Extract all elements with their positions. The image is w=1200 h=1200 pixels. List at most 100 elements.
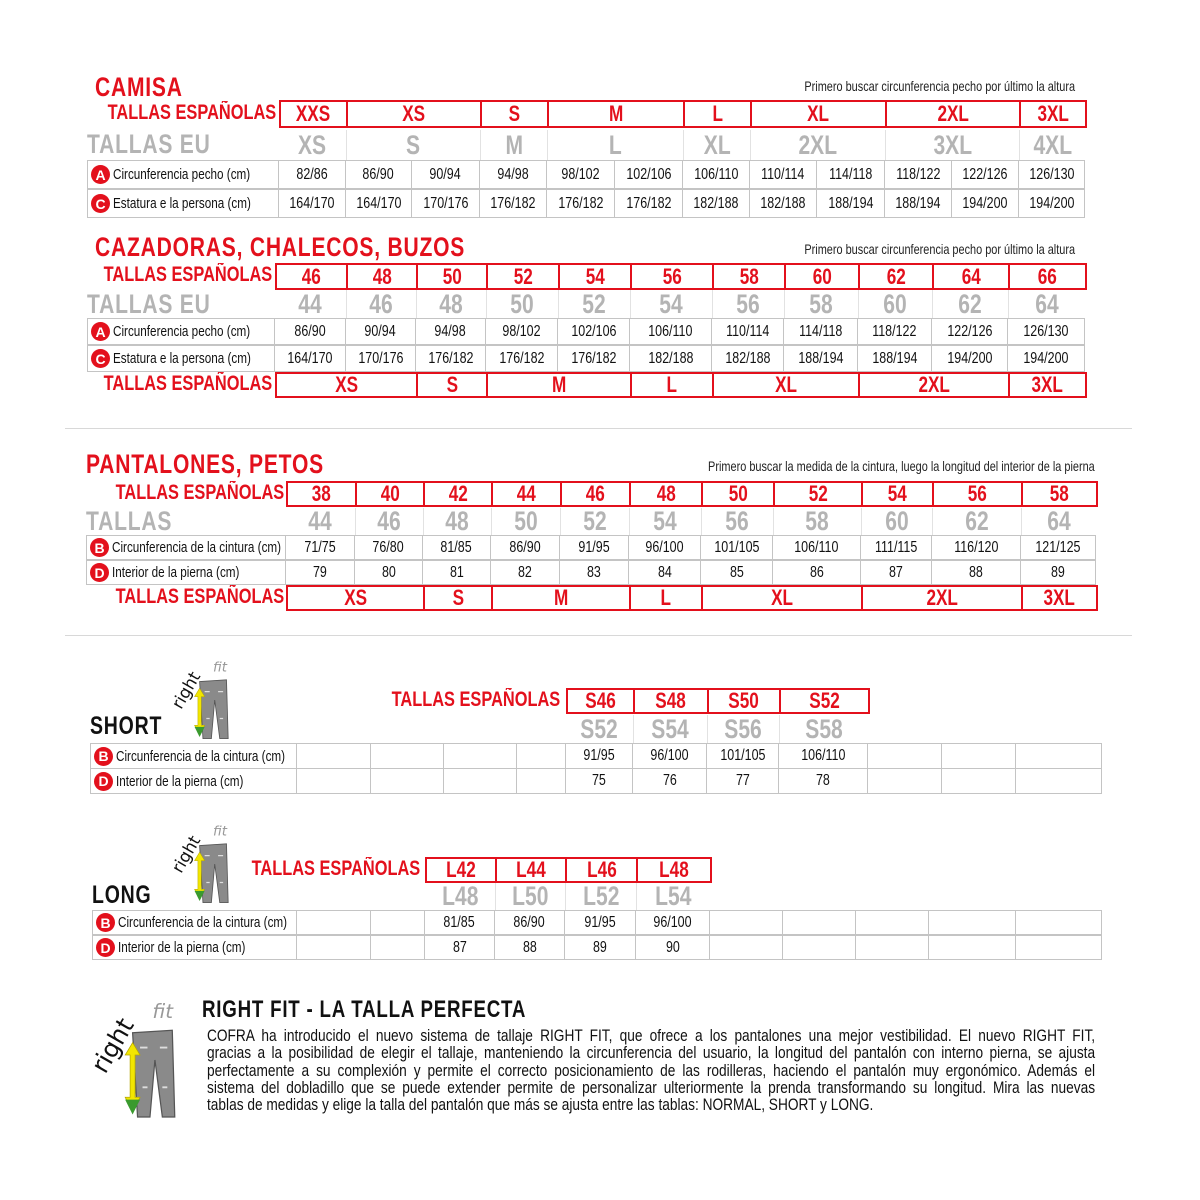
- eu-size-text: 44: [298, 288, 323, 319]
- spanish-size: 42: [423, 481, 493, 507]
- spanish-size-text: XXS: [296, 101, 331, 126]
- spanish-letter-size: 2XL: [858, 372, 1010, 398]
- value-cell-text: 102/106: [625, 165, 672, 183]
- eu-size: S56: [707, 714, 779, 744]
- value-cell: 118/122: [857, 318, 932, 345]
- eu-size: M: [480, 130, 547, 160]
- value-cell: 81/85: [424, 910, 495, 935]
- eu-size: L54: [636, 881, 710, 911]
- value-cell: 122/126: [931, 318, 1008, 345]
- section-note: Primero buscar la medida de la cintura, …: [520, 458, 1095, 474]
- section-title: LONG: [92, 881, 168, 910]
- spanish-size-text: S48: [655, 688, 687, 713]
- value-cell-text: 194/200: [962, 194, 1008, 212]
- value-cell-text: 87: [889, 563, 903, 581]
- empty-cell: [443, 743, 517, 769]
- spanish-size-text: S: [508, 101, 521, 126]
- value-cell: 164/170: [278, 189, 346, 218]
- spanish-size-text: S50: [728, 688, 760, 713]
- value-cell-text: 170/176: [357, 349, 404, 367]
- eu-size-text: S58: [805, 713, 843, 744]
- value-cell: 194/200: [931, 345, 1008, 372]
- badge-c-icon: C: [91, 194, 110, 213]
- value-cell: 82: [490, 560, 560, 585]
- spanish-size: 2XL: [885, 100, 1021, 128]
- spanish-size: XXS: [279, 100, 348, 128]
- value-cell-text: 118/122: [872, 322, 917, 340]
- value-cell: 176/182: [479, 189, 547, 218]
- value-cell-text: 182/188: [760, 194, 806, 212]
- spanish-size-text: 48: [372, 263, 392, 289]
- rightfit-title: RIGHT FIT - LA TALLA PERFECTA: [202, 996, 618, 1024]
- row-label-text: Estatura e la persona (cm): [113, 350, 251, 367]
- badge-b-icon: B: [96, 913, 115, 932]
- eu-size: 48: [416, 289, 486, 319]
- spanish-size-text: 46: [301, 263, 322, 289]
- spanish-size-text: 2XL: [937, 101, 969, 126]
- value-cell: 126/130: [1018, 160, 1085, 189]
- empty-cell: [296, 910, 371, 935]
- spanish-size: XS: [346, 100, 482, 128]
- spanish-sizes-label-text: TALLAS ESPAÑOLAS: [115, 585, 285, 608]
- value-cell: 79: [285, 560, 355, 585]
- spanish-letter-size: XS: [275, 372, 418, 398]
- section-title-text: CAMISA: [95, 72, 183, 102]
- eu-size: L50: [495, 881, 565, 911]
- spanish-letter-size-text: 2XL: [918, 372, 950, 397]
- eu-size: L48: [425, 881, 495, 911]
- badge-c-icon: C: [91, 349, 110, 368]
- empty-cell: [928, 910, 1016, 935]
- spanish-size-text: L: [712, 101, 723, 126]
- badge-a-icon: A: [91, 165, 110, 184]
- empty-cell: [370, 935, 425, 960]
- spanish-size: L48: [636, 857, 712, 883]
- value-cell: 121/125: [1020, 535, 1096, 560]
- spanish-letter-size-text: M: [551, 372, 567, 397]
- spanish-size: 40: [355, 481, 425, 507]
- eu-size-text: XS: [298, 129, 327, 160]
- empty-cell: [941, 743, 1016, 769]
- value-cell-text: 88: [522, 938, 537, 956]
- value-cell: 98/102: [485, 318, 558, 345]
- eu-size: S52: [566, 714, 633, 744]
- row-label-text: Circunferencia de la cintura (cm): [112, 539, 282, 556]
- value-cell-text: 116/120: [953, 538, 999, 556]
- svg-text:fit: fit: [213, 660, 228, 675]
- value-cell-text: 126/130: [1023, 322, 1069, 340]
- value-cell-text: 82: [518, 563, 532, 581]
- value-cell: 182/188: [711, 345, 784, 372]
- value-cell: 71/75: [285, 535, 355, 560]
- spanish-size: 58: [712, 263, 786, 290]
- value-cell-text: 79: [313, 563, 327, 581]
- value-cell-text: 71/75: [304, 538, 336, 556]
- value-cell-text: 90/94: [429, 165, 462, 183]
- value-cell-text: 90/94: [364, 322, 397, 340]
- section-title: SHORT: [90, 712, 183, 741]
- spanish-size-text: 50: [728, 481, 748, 506]
- value-cell: 76: [632, 768, 707, 794]
- badge-d-icon: D: [94, 771, 113, 791]
- value-cell: 91/95: [559, 535, 629, 560]
- eu-size-text: 2XL: [798, 129, 838, 160]
- spanish-sizes-label: TALLAS ESPAÑOLAS: [56, 372, 273, 398]
- eu-size-text: 52: [583, 506, 607, 536]
- value-cell: 87: [424, 935, 495, 960]
- spanish-size: 60: [784, 263, 860, 290]
- value-cell-text: 84: [657, 563, 672, 581]
- value-cell: 98/102: [546, 160, 615, 189]
- spanish-size: 56: [932, 481, 1023, 507]
- eu-size: S58: [779, 713, 868, 744]
- value-cell-text: 86/90: [362, 165, 395, 183]
- empty-cell: [296, 743, 371, 769]
- spanish-size-text: 38: [311, 481, 332, 506]
- value-cell: 84: [628, 560, 701, 585]
- value-cell: 194/200: [1018, 189, 1085, 218]
- rightfit-paragraph-text: sistema del dobladillo que se puede exte…: [207, 1078, 1096, 1097]
- value-cell: 90/94: [345, 318, 416, 345]
- value-cell: 176/182: [546, 189, 615, 218]
- spanish-letter-size-text: 3XL: [1031, 372, 1064, 397]
- eu-size-text: L52: [582, 881, 620, 911]
- spanish-letter-size-text: 2XL: [926, 585, 958, 610]
- value-cell-text: 78: [816, 772, 830, 789]
- spanish-size: S48: [633, 688, 709, 714]
